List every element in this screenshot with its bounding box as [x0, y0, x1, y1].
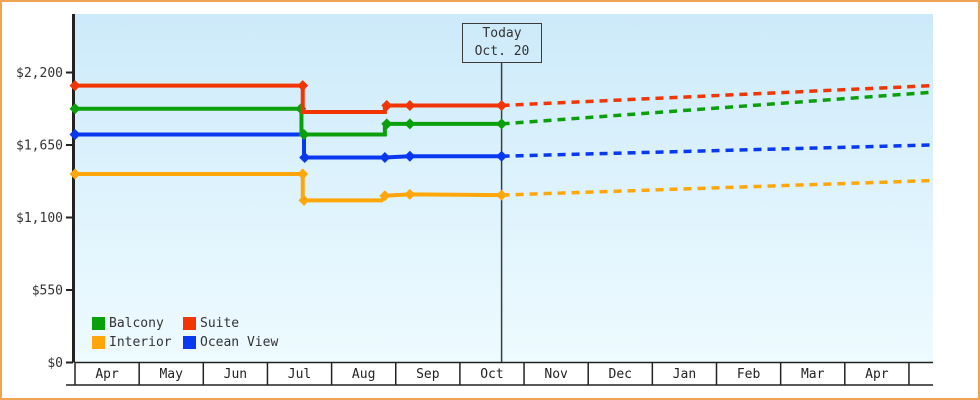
y-tick-label: $550 [32, 284, 63, 299]
y-tick-label: $1,650 [16, 139, 63, 154]
series-ocean-view-marker [379, 152, 391, 164]
legend-swatch-suite [183, 317, 196, 330]
legend-item-ocean-view: Ocean View [183, 333, 278, 352]
month-band [75, 362, 933, 385]
plot-background [75, 14, 933, 363]
legend-row: Balcony Suite [92, 314, 274, 333]
series-suite-forecast-line [501, 83, 932, 108]
series-interior-marker [297, 168, 309, 180]
today-label: Today [482, 26, 522, 41]
series-interior-marker [496, 189, 508, 201]
month-label-feb-10: Feb [737, 367, 761, 382]
y-tick-label: $2,200 [16, 66, 63, 81]
y-tick-label: $0 [47, 356, 63, 371]
month-label-mar-11: Mar [801, 367, 825, 382]
month-label-oct-6: Oct [480, 367, 503, 382]
series-balcony-marker [381, 118, 393, 130]
series-suite-marker [297, 80, 309, 92]
series-suite-marker [381, 99, 393, 111]
series-interior-marker [404, 188, 416, 200]
series-suite-marker [404, 99, 416, 111]
month-label-dec-8: Dec [609, 367, 632, 382]
series-suite-marker [496, 99, 508, 111]
series-ocean-view-history-line [75, 132, 502, 160]
series-balcony-marker [496, 118, 508, 130]
series-interior-marker [379, 190, 391, 202]
series-ocean-view-marker [299, 152, 311, 164]
month-label-jul-3: Jul [288, 367, 311, 382]
series-balcony-marker [69, 103, 81, 115]
today-date: Oct. 20 [474, 44, 530, 59]
legend-row: Interior Ocean View [92, 333, 278, 352]
legend-label-suite: Suite [200, 316, 240, 331]
legend-swatch-interior [92, 336, 105, 349]
legend-label-balcony: Balcony [109, 316, 164, 331]
month-label-nov-7: Nov [544, 367, 568, 382]
series-ocean-view-forecast-line [501, 143, 932, 158]
series-ocean-view-marker [404, 150, 416, 162]
legend-swatch-balcony [92, 317, 105, 330]
month-label-jan-9: Jan [673, 367, 696, 382]
series-balcony-marker [298, 128, 310, 140]
month-label-sep-5: Sep [416, 367, 440, 382]
series-interior-marker [69, 168, 81, 180]
series-ocean-view-marker [496, 150, 508, 162]
legend-swatch-ocean-view [183, 336, 196, 349]
legend-item-suite: Suite [183, 314, 274, 333]
series-balcony-forecast-line [501, 90, 932, 126]
month-label-aug-4: Aug [352, 367, 375, 382]
y-tick-label: $1,100 [16, 211, 63, 226]
series-interior-forecast-line [501, 178, 932, 197]
series-interior-marker [298, 194, 310, 206]
series-suite-history-line [75, 83, 502, 115]
series-balcony-marker [404, 118, 416, 130]
month-label-may-1: May [159, 367, 183, 382]
legend-label-ocean-view: Ocean View [200, 335, 279, 350]
legend-item-balcony: Balcony [92, 314, 183, 333]
legend-label-interior: Interior [109, 335, 172, 350]
series-balcony-history-line [75, 106, 502, 137]
month-label-apr-0: Apr [95, 367, 119, 382]
month-label-apr-12: Apr [865, 367, 889, 382]
today-marker-box: Today Oct. 20 [462, 23, 542, 63]
series-suite-marker [69, 80, 81, 92]
legend: Balcony Suite Interior Ocean View [92, 314, 278, 352]
month-label-jun-2: Jun [224, 367, 247, 382]
chart-generated-content: $0 $550 $1,100 $1,650 $2,200 Apr May Jun Jul Aug S… [16, 14, 933, 386]
legend-item-interior: Interior [92, 333, 183, 352]
series-ocean-view-marker [69, 128, 81, 140]
